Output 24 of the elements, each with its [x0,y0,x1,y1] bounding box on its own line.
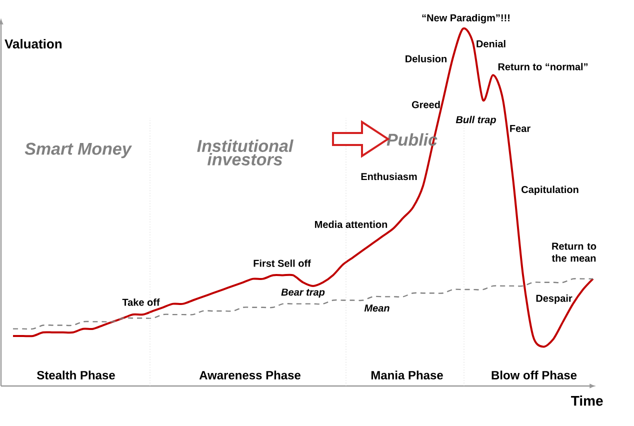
annotation: Capitulation [522,186,578,196]
annotation: Bear trap [281,288,325,298]
annotation: Take off [122,298,160,306]
annotation: Return to the mean [552,242,596,262]
annotation: Delusion [406,54,446,62]
annotation: Despair [536,294,572,304]
annotation: Institutional investors [197,140,294,166]
annotation: First Sell off [254,260,311,267]
annotation: Mean [364,304,390,312]
annotation: Blow off Phase [492,370,577,380]
annotation: Greed [412,100,440,108]
annotation: Enthusiasm [361,172,417,180]
annotation: Media attention [315,220,388,228]
text: “New Paradigm”!!! [422,14,510,24]
annotation: Bull trap [456,116,496,126]
annotation: Denial [476,40,506,48]
annotation: Smart Money [24,142,132,158]
annotation: Mania Phase [371,370,443,380]
annotation: Return to “normal” [498,62,588,70]
annotation: Fear [510,125,530,132]
annotation: Awareness Phase [199,370,300,380]
x-axis-title: Time [571,396,603,406]
annotation: Stealth Phase [37,370,115,380]
y-axis-title: Valuation [4,38,62,49]
